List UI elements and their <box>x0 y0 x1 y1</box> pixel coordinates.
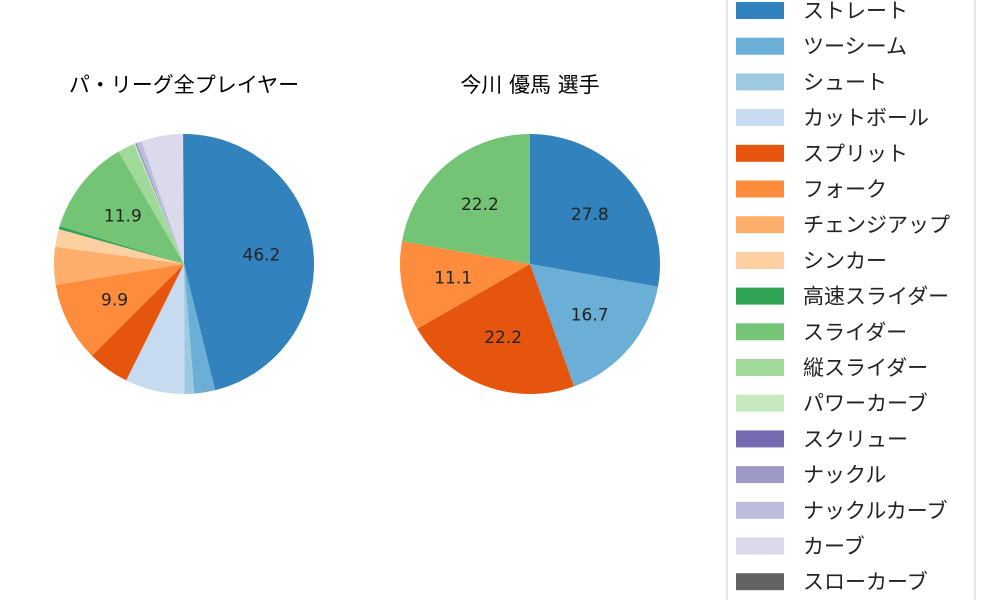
pie-slice <box>59 151 184 264</box>
legend-label: ストレート <box>803 0 908 23</box>
pie-slice <box>55 264 184 356</box>
legend-label: ナックル <box>803 463 886 487</box>
legend-swatch <box>736 109 784 127</box>
pie-slice <box>184 134 315 391</box>
slice-value-label: 16.7 <box>571 305 609 325</box>
legend-label: シュート <box>803 70 887 94</box>
legend-swatch <box>736 394 784 412</box>
legend-label: 高速スライダー <box>803 285 949 309</box>
pie-slice <box>402 134 530 264</box>
legend-label: スプリット <box>803 142 908 166</box>
legend-label: チェンジアップ <box>803 213 950 237</box>
legend-swatch <box>736 573 784 591</box>
slice-value-label: 46.2 <box>243 246 281 266</box>
slice-value-label: 9.9 <box>101 290 128 310</box>
legend-swatch <box>736 287 784 305</box>
legend-frame <box>726 0 976 600</box>
legend-swatch <box>736 37 784 55</box>
legend-swatch <box>736 430 784 448</box>
pie-slice <box>135 143 184 264</box>
legend-label: スライダー <box>803 320 907 344</box>
legend-swatch <box>736 2 784 19</box>
pie-slice <box>54 246 184 285</box>
legend-label: カットボール <box>803 106 929 130</box>
pie-title-league: パ・リーグ全プレイヤー <box>69 73 299 97</box>
legend-label: フォーク <box>803 178 887 202</box>
pie-slice <box>141 134 184 264</box>
legend-swatch <box>736 359 784 376</box>
slice-value-label: 11.1 <box>434 268 472 288</box>
legend: ストレートツーシームシュートカットボールスプリットフォークチェンジアップシンカー… <box>726 0 976 600</box>
pie-slice <box>133 143 184 264</box>
legend-label: スローカーブ <box>803 570 928 594</box>
pie-slice <box>399 241 530 329</box>
legend-label: カーブ <box>803 535 865 559</box>
legend-swatch <box>736 251 784 269</box>
legend-swatch <box>736 501 784 519</box>
legend-swatch <box>736 73 784 91</box>
legend-swatch <box>736 323 784 341</box>
legend-swatch <box>736 144 784 162</box>
pie-slice <box>126 264 185 394</box>
legend-swatch <box>736 180 784 198</box>
legend-label: パワーカーブ <box>803 392 928 416</box>
slice-value-label: 27.8 <box>571 205 609 225</box>
pie-slice <box>417 264 575 394</box>
legend-label: ナックルカーブ <box>803 499 947 523</box>
pie-slice <box>184 264 216 394</box>
pie-title-player: 今川 優馬 選手 <box>460 73 599 97</box>
legend-label: ツーシーム <box>803 35 907 59</box>
pie-slice <box>136 141 184 264</box>
slice-value-label: 22.2 <box>461 195 499 215</box>
pie-slice <box>118 144 184 264</box>
legend-swatch <box>736 216 784 234</box>
pie-slice <box>91 264 184 381</box>
legend-swatch <box>736 537 784 555</box>
pie-slice <box>183 134 184 264</box>
pie-slice <box>530 264 658 387</box>
legend-label: シンカー <box>803 249 887 273</box>
pie-slice <box>136 142 184 264</box>
pie-league: 46.2 9.9 11.9 <box>54 134 315 394</box>
pie-slice <box>55 229 184 264</box>
legend-label: スクリュー <box>803 427 908 451</box>
slice-value-label: 11.9 <box>104 207 142 227</box>
slice-value-label: 22.2 <box>484 328 522 348</box>
pie-slice <box>58 226 185 264</box>
pie-slice <box>530 134 660 287</box>
legend-swatch <box>736 466 784 484</box>
pie-slice <box>184 264 195 394</box>
legend-label: 縦スライダー <box>803 356 928 380</box>
pie-player: 27.8 16.7 22.2 11.1 22.2 <box>399 134 660 394</box>
